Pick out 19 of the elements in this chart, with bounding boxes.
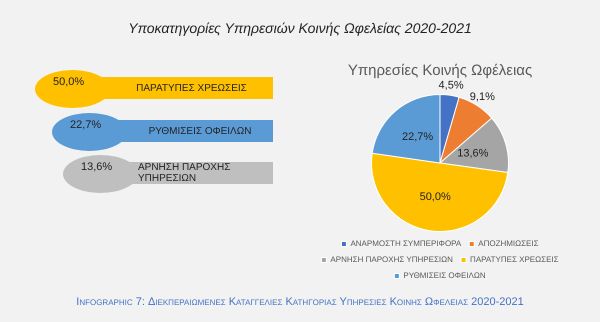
legend-label: ΡΥΘΜΙΣΕΙΣ ΟΦΕΙΛΩΝ <box>403 271 486 280</box>
text: Υποκατηγορίες Υπηρεσιών Κοινής Ωφελείας 2020-2021 <box>127 20 473 36</box>
legend-label: ΑΠΟΖΗΜΙΩΣΕΙΣ <box>478 239 539 248</box>
category-label: ΡΥΘΜΙΣΕΙΣ ΟΦΕΙΛΩΝ <box>107 120 273 142</box>
category-label: ΑΡΝΗΣΗ ΠΑΡΟΧΗΣ ΥΠΗΡΕΣΙΩΝ <box>118 162 273 184</box>
text: 13,6% <box>81 161 112 173</box>
data-label: 22,7% <box>402 131 434 144</box>
legend-label: ΠΑΡΑΤΥΠΕΣ ΧΡΕΩΣΕΙΣ <box>470 255 559 264</box>
data-label: 50,0% <box>420 190 451 203</box>
data-label: 13,6% <box>457 147 489 160</box>
chart-title: Υπηρεσίες Κοινής Ωφέλειας <box>348 62 532 80</box>
category-label: ΠΑΡΑΤΥΠΕΣ ΧΡΕΩΣΕΙΣ <box>90 77 273 99</box>
data-label: 9,1% <box>470 90 496 103</box>
legend-label: ΑΝΑΡΜΟΣΤΗ ΣΥΜΠΕΡΙΦΟΡΑ <box>350 239 462 248</box>
data-label: 4,5% <box>438 79 464 92</box>
text: Infographic 7: Διεκπεραιωμενες Καταγγελιες Κατηγοριας Υπηρεσιες Κοινης Ωφελειας 2020-2021 <box>75 296 525 308</box>
text: 50,0% <box>53 76 84 88</box>
text: 22,7% <box>70 119 102 131</box>
legend-label: ΑΡΝΗΣΗ ΠΑΡΟΧΗΣ ΥΠΗΡΕΣΙΩΝ <box>330 255 454 264</box>
